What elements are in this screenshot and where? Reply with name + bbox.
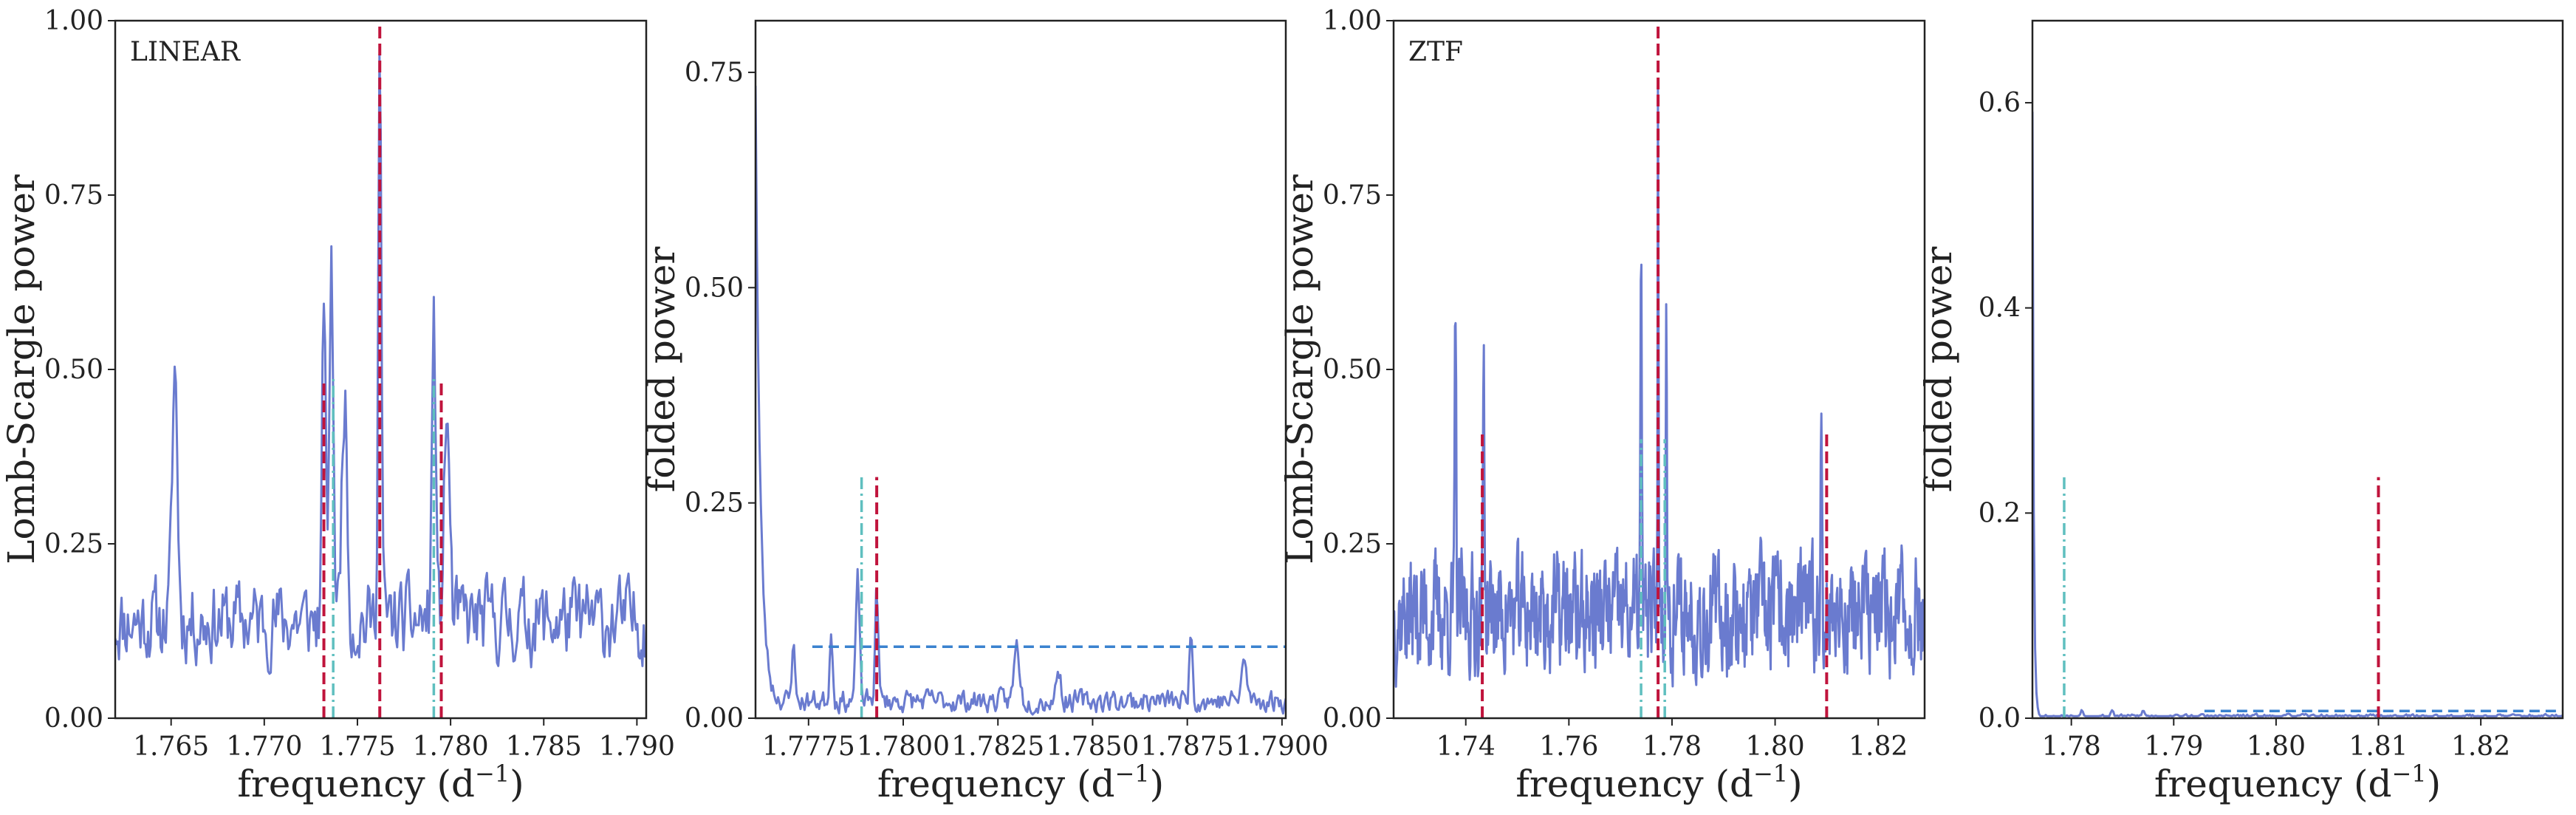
x-axis-label: frequency (d−1) bbox=[1515, 760, 1802, 805]
x-axis-label: frequency (d−1) bbox=[2154, 760, 2441, 805]
panel-label: ZTF bbox=[1408, 37, 1463, 67]
y-tick-label: 0.4 bbox=[1979, 293, 2021, 324]
y-tick-label: 0.50 bbox=[44, 355, 103, 385]
power-series-line bbox=[2032, 112, 2563, 717]
y-tick-label: 0.6 bbox=[1979, 88, 2021, 118]
y-tick-label: 0.25 bbox=[1323, 529, 1382, 559]
x-tick-label: 1.770 bbox=[226, 732, 302, 762]
y-tick-label: 0.50 bbox=[685, 273, 744, 303]
x-tick-label: 1.780 bbox=[413, 732, 489, 762]
x-tick-label: 1.7900 bbox=[1236, 732, 1329, 762]
x-tick-label: 1.785 bbox=[506, 732, 582, 762]
x-tick-label: 1.80 bbox=[2247, 732, 2306, 762]
x-tick-label: 1.7775 bbox=[762, 732, 855, 762]
y-tick-label: 1.00 bbox=[1323, 6, 1382, 36]
axes-frame bbox=[754, 19, 1287, 720]
y-axis-label: folded power bbox=[640, 247, 683, 493]
x-axis-label: frequency (d−1) bbox=[237, 760, 524, 805]
x-tick-label: 1.82 bbox=[1849, 732, 1908, 762]
panel-3: 1.74 1.76 1.78 1.80 1.82 0.00 0.25 0.50 0.75 1.00… bbox=[1278, 6, 1926, 805]
axes-frame bbox=[2031, 19, 2564, 720]
x-tick-label: 1.82 bbox=[2451, 732, 2510, 762]
power-series-line bbox=[756, 86, 1286, 716]
y-tick-label: 0.00 bbox=[1323, 703, 1382, 734]
y-tick-label: 0.0 bbox=[1979, 703, 2021, 734]
x-tick-label: 1.765 bbox=[133, 732, 209, 762]
y-tick-label: 0.75 bbox=[1323, 180, 1382, 211]
panel-1: 1.765 1.770 1.775 1.780 1.785 1.790 0.00 0.25 0.… bbox=[0, 6, 675, 805]
x-tick-label: 1.7825 bbox=[951, 732, 1044, 762]
x-tick-label: 1.76 bbox=[1539, 732, 1598, 762]
x-tick-label: 1.78 bbox=[1642, 732, 1702, 762]
y-tick-label: 0.75 bbox=[685, 58, 744, 88]
y-tick-label: 1.00 bbox=[44, 6, 103, 36]
x-tick-label: 1.79 bbox=[2144, 732, 2203, 762]
x-tick-label: 1.81 bbox=[2349, 732, 2408, 762]
y-axis-label: Lomb-Scargle power bbox=[0, 174, 43, 565]
y-tick-label: 0.75 bbox=[44, 180, 103, 211]
x-tick-label: 1.7850 bbox=[1046, 732, 1139, 762]
x-tick-label: 1.775 bbox=[319, 732, 395, 762]
y-tick-label: 0.50 bbox=[1323, 355, 1382, 385]
panel-2: 1.7775 1.7800 1.7825 1.7850 1.7875 1.7900 0.00… bbox=[640, 19, 1329, 805]
y-tick-label: 0.2 bbox=[1979, 498, 2021, 528]
y-axis-label: Lomb-Scargle power bbox=[1278, 174, 1321, 565]
panel-label: LINEAR bbox=[130, 37, 241, 67]
x-tick-label: 1.7875 bbox=[1141, 732, 1234, 762]
x-tick-label: 1.790 bbox=[599, 732, 675, 762]
y-axis-label: folded power bbox=[1917, 247, 1960, 493]
x-tick-label: 1.74 bbox=[1436, 732, 1496, 762]
panel-4: 1.78 1.79 1.80 1.81 1.82 0.0 0.2 0.4 0.6 frequenc… bbox=[1917, 19, 2564, 805]
x-tick-label: 1.80 bbox=[1745, 732, 1804, 762]
y-tick-label: 0.25 bbox=[685, 488, 744, 519]
y-tick-label: 0.00 bbox=[44, 703, 103, 734]
x-axis-label: frequency (d−1) bbox=[877, 760, 1164, 805]
x-tick-label: 1.7800 bbox=[857, 732, 950, 762]
y-tick-label: 0.00 bbox=[685, 703, 744, 734]
y-tick-label: 0.25 bbox=[44, 529, 103, 559]
x-tick-label: 1.78 bbox=[2042, 732, 2101, 762]
